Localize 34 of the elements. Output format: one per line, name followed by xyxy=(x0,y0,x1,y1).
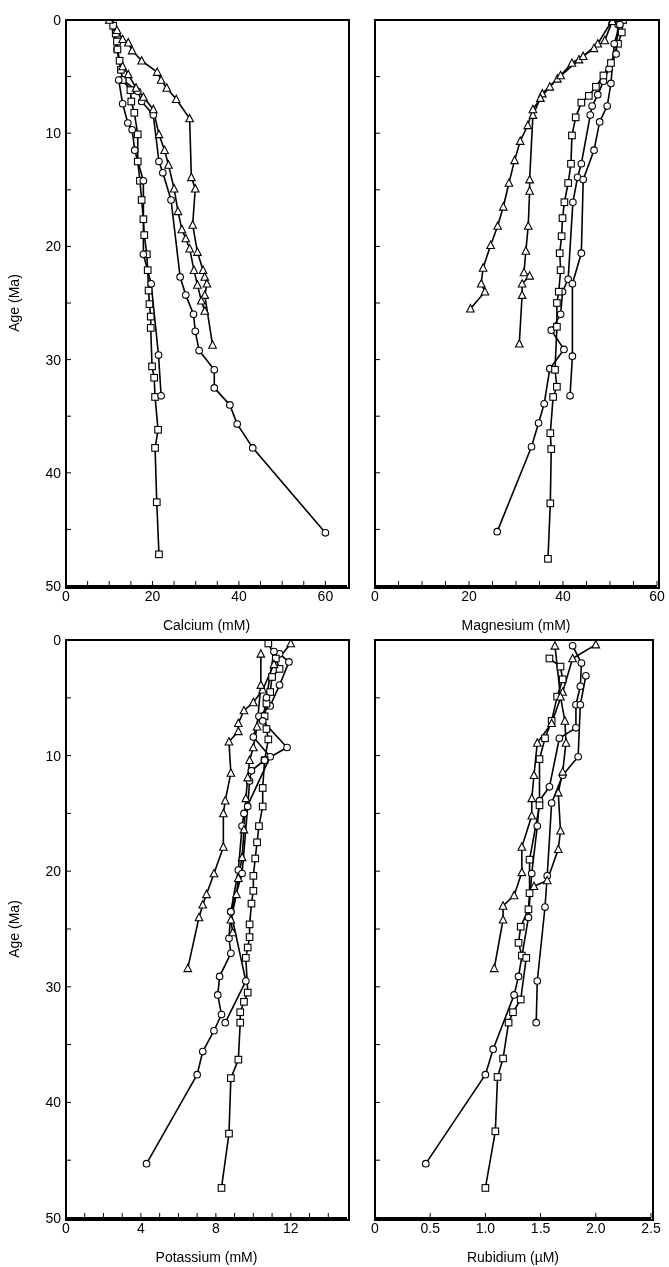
x-tick-label: 4 xyxy=(137,1219,146,1236)
y-tick-label: 0 xyxy=(53,631,62,648)
y-tick-label: 30 xyxy=(45,978,62,995)
y-tick-label: 20 xyxy=(45,238,62,255)
y-tick-label: 0 xyxy=(53,11,62,28)
y-tick-label: 30 xyxy=(45,351,62,368)
x-tick-label: 0 xyxy=(371,1219,380,1236)
x-tick-label: 20 xyxy=(144,587,161,604)
y-tick-label: 50 xyxy=(45,577,62,594)
y-tick-label: 40 xyxy=(45,1094,62,1111)
x-tick-label: 60 xyxy=(317,587,334,604)
y-tick-label: 10 xyxy=(45,747,62,764)
y-axis-title: Age (Ma) xyxy=(5,900,22,958)
x-axis-title: Rubidium (µM) xyxy=(466,1249,560,1265)
x-tick-label: 1.0 xyxy=(475,1219,496,1236)
x-tick-label: 1.5 xyxy=(530,1219,551,1236)
x-axis-title: Potassium (mM) xyxy=(155,1249,258,1265)
y-tick-label: 50 xyxy=(45,1209,62,1226)
y-tick-label: 40 xyxy=(45,464,62,481)
x-tick-label: 0.5 xyxy=(420,1219,441,1236)
y-tick-label: 10 xyxy=(45,125,62,142)
x-axis-title: Calcium (mM) xyxy=(162,617,251,633)
x-tick-label: 8 xyxy=(211,1219,220,1236)
y-axis-title: Age (Ma) xyxy=(5,274,22,332)
x-tick-label: 60 xyxy=(649,587,665,604)
x-tick-label: 2.0 xyxy=(586,1219,606,1236)
x-tick-label: 12 xyxy=(283,1219,299,1236)
x-tick-label: 40 xyxy=(555,587,571,604)
x-tick-label: 0 xyxy=(371,587,380,604)
x-tick-label: 2.5 xyxy=(641,1219,661,1236)
x-tick-label: 20 xyxy=(461,587,477,604)
x-tick-label: 40 xyxy=(231,587,247,604)
y-tick-label: 20 xyxy=(45,863,62,880)
x-axis-title: Magnesium (mM) xyxy=(461,617,571,633)
